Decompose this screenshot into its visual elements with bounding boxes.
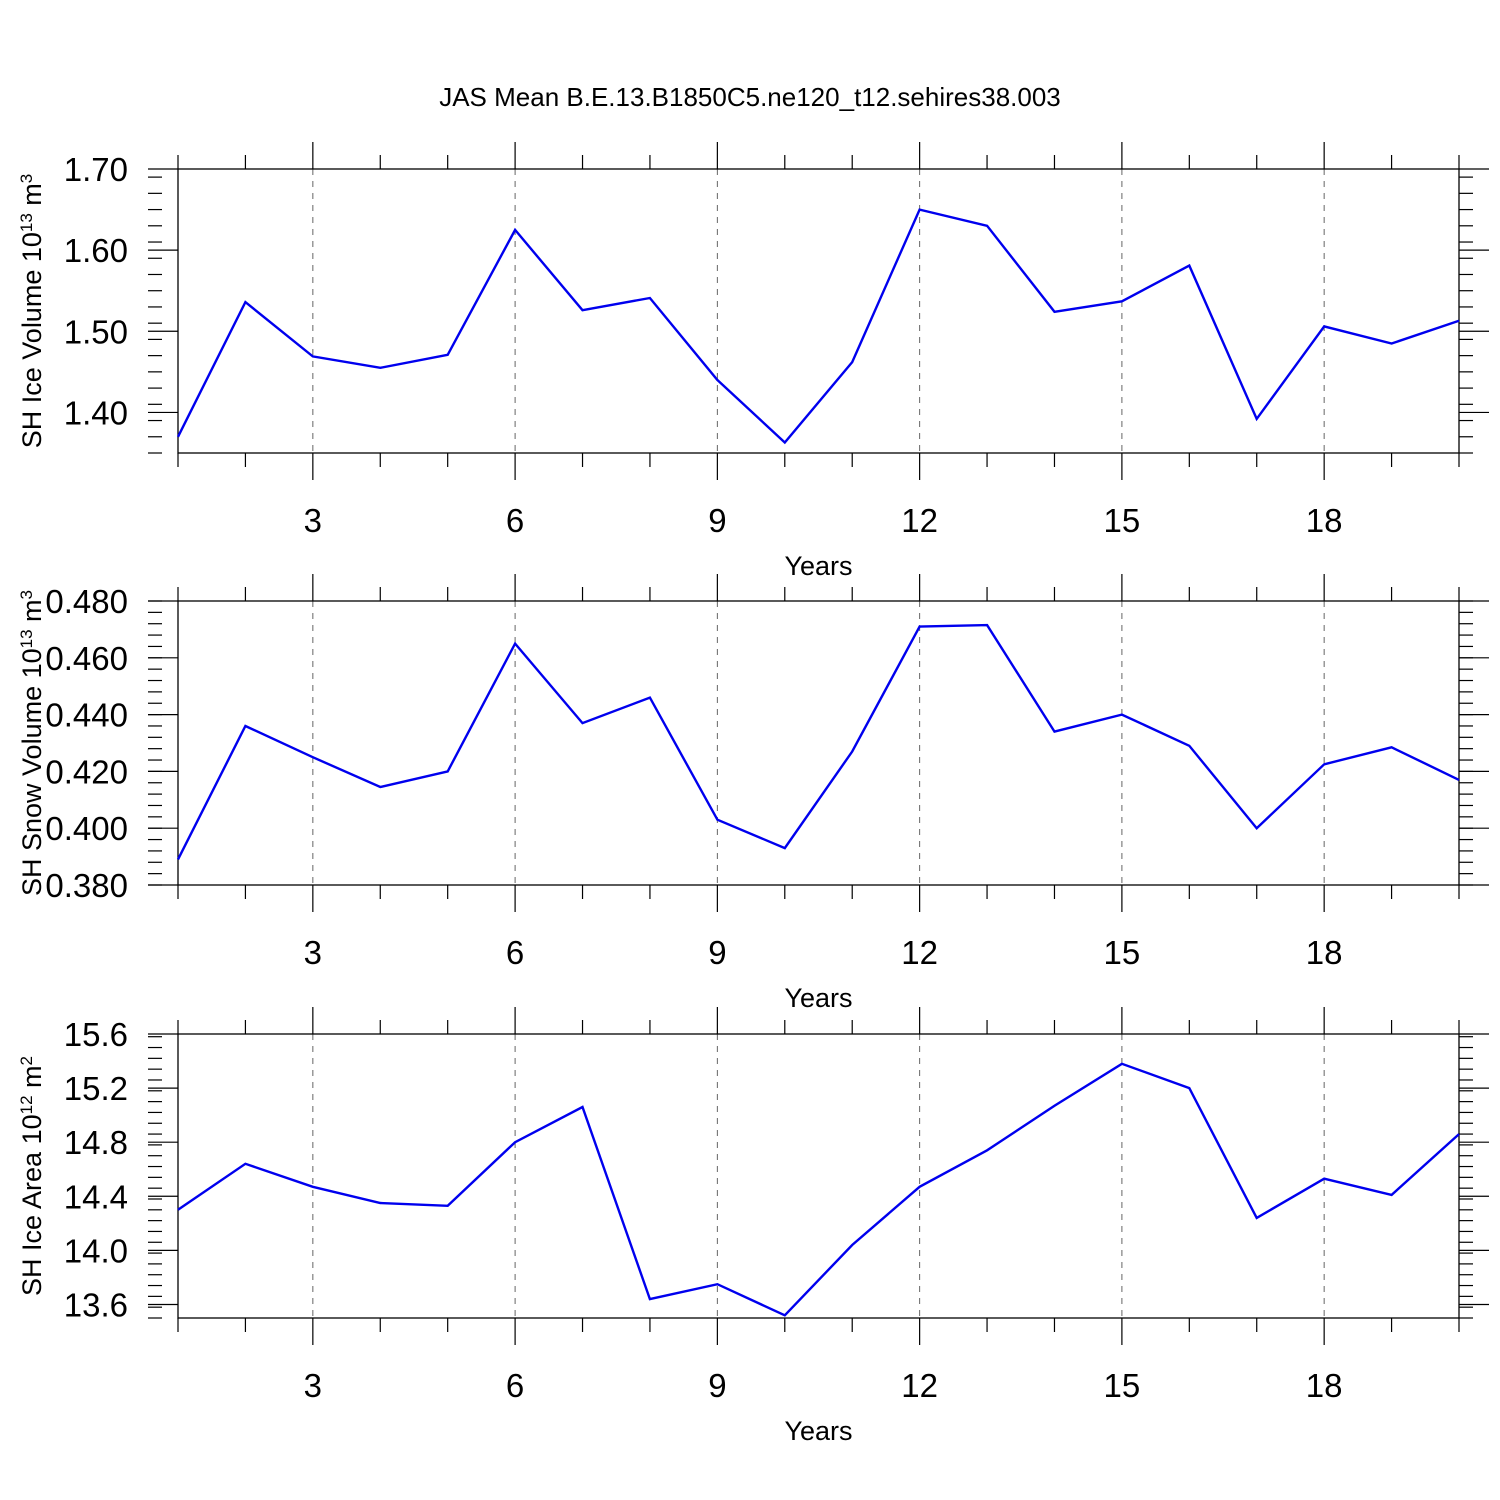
y-tick-label: 0.480	[45, 583, 128, 620]
y-tick-label: 0.440	[45, 697, 128, 734]
x-tick-label: 18	[1306, 1367, 1343, 1404]
x-tick-label: 6	[506, 934, 524, 971]
y-tick-label: 0.400	[45, 810, 128, 847]
x-tick-label: 3	[304, 1367, 322, 1404]
y-tick-label: 14.0	[64, 1232, 128, 1269]
y-tick-label: 1.60	[64, 232, 128, 269]
y-axis-title: SH Ice Area 1012 m2	[17, 1056, 48, 1296]
x-tick-label: 15	[1104, 934, 1141, 971]
chart-panel-2: 0.380 0.400 0.420 0.440 0.460 0.480 3 6 9 12 15 18 Y…	[17, 574, 1489, 1013]
chart-panel-1: 1.40 1.50 1.60 1.70 3 6 9 12 15 18 Years SH Ice Vol…	[17, 142, 1489, 581]
y-tick-label: 1.40	[64, 394, 128, 431]
y-axis-title: SH Snow Volume 1013 m3	[17, 590, 48, 896]
y-tick-label: 1.70	[64, 151, 128, 188]
data-series-line	[177, 1062, 1460, 1317]
x-tick-label: 12	[901, 502, 938, 539]
x-tick-label: 3	[304, 502, 322, 539]
plot-frame	[177, 168, 1460, 454]
panels: 1.40 1.50 1.60 1.70 3 6 9 12 15 18 Years SH Ice Vol…	[17, 142, 1489, 1446]
chart-panel-3: 13.6 14.0 14.4 14.8 15.2 15.6 3 6 9 12 15 18 Years SH…	[17, 1007, 1489, 1446]
x-tick-label: 12	[901, 934, 938, 971]
y-tick-label: 14.8	[64, 1124, 128, 1161]
x-tick-label: 18	[1306, 934, 1343, 971]
y-tick-label: 13.6	[64, 1286, 128, 1323]
y-tick-label: 0.460	[45, 640, 128, 677]
plot-frame	[177, 1033, 1460, 1319]
y-tick-label: 15.6	[64, 1016, 128, 1053]
y-tick-label: 0.420	[45, 753, 128, 790]
data-series-line	[176, 623, 1460, 860]
x-tick-label: 12	[901, 1367, 938, 1404]
x-tick-label: 15	[1104, 1367, 1141, 1404]
x-tick-label: 6	[506, 502, 524, 539]
figure-title: JAS Mean B.E.13.B1850C5.ne120_t12.sehire…	[439, 82, 1061, 112]
x-tick-label: 6	[506, 1367, 524, 1404]
x-tick-label: 9	[708, 502, 726, 539]
x-axis-title: Years	[784, 551, 852, 581]
x-axis-title: Years	[784, 1416, 852, 1446]
x-tick-label: 9	[708, 934, 726, 971]
x-tick-label: 9	[708, 1367, 726, 1404]
y-tick-label: 1.50	[64, 313, 128, 350]
y-tick-label: 0.380	[45, 867, 128, 904]
x-tick-label: 15	[1104, 502, 1141, 539]
plot-frame	[177, 600, 1460, 886]
data-series-line	[176, 208, 1460, 445]
y-tick-label: 15.2	[64, 1070, 128, 1107]
x-axis-title: Years	[784, 983, 852, 1013]
x-tick-label: 3	[304, 934, 322, 971]
x-tick-label: 18	[1306, 502, 1343, 539]
y-axis-title: SH Ice Volume 1013 m3	[17, 174, 48, 449]
y-tick-label: 14.4	[64, 1178, 128, 1215]
